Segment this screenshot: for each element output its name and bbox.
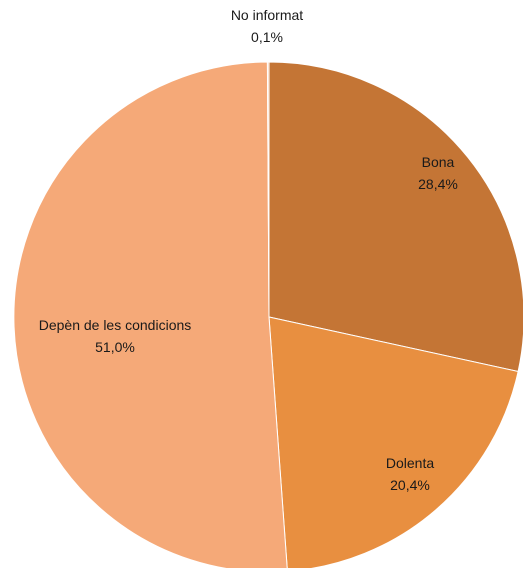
slice-label-dolenta: Dolenta (386, 455, 434, 471)
slice-value-dolenta: 20,4% (390, 477, 430, 493)
pie-slice-dolenta (268, 316, 519, 568)
slice-label-no-informat: No informat (231, 7, 303, 23)
slice-label-depen-de-les-condicions: Depèn de les condicions (39, 317, 192, 333)
slice-value-no-informat: 0,1% (251, 29, 283, 45)
pie-slice-depen-de-les-condicions (13, 61, 288, 568)
pie-slices (13, 61, 523, 568)
pie-labels: Bona 28,4% Dolenta 20,4% Depèn de les condic… (39, 7, 458, 493)
slice-label-bona: Bona (422, 154, 455, 170)
slice-value-depen-de-les-condicions: 51,0% (95, 339, 135, 355)
pie-slice-no-informat (266, 61, 270, 318)
pie-slice-bona (268, 61, 523, 373)
slice-value-bona: 28,4% (418, 176, 458, 192)
